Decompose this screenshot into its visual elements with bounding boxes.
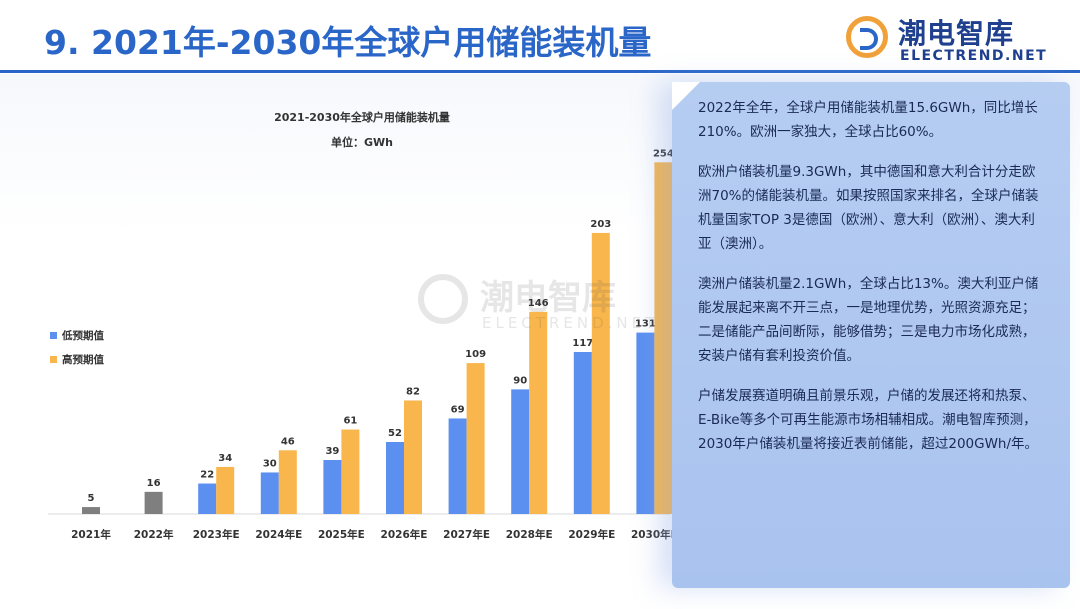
bar-history bbox=[82, 507, 100, 514]
x-tick-label: 2027年E bbox=[443, 528, 490, 541]
x-tick-label: 2022年 bbox=[134, 528, 174, 541]
bar-low bbox=[323, 460, 342, 514]
data-label-high: 34 bbox=[218, 453, 232, 464]
slide-title: 9. 2021年-2030年全球户用储能装机量 bbox=[44, 23, 652, 62]
bar-high bbox=[341, 429, 360, 514]
x-tick-label: 2029年E bbox=[568, 528, 615, 541]
logo-name-cn: 潮电智库 bbox=[898, 17, 1015, 50]
data-label-high: 254 bbox=[653, 148, 672, 159]
bar-low bbox=[386, 442, 404, 514]
data-label-high: 61 bbox=[343, 416, 357, 427]
logo-icon bbox=[846, 16, 888, 58]
data-label-history: 5 bbox=[88, 493, 95, 504]
bar-low bbox=[198, 483, 217, 514]
x-tick-label: 2026年E bbox=[381, 528, 428, 541]
chart-title: 2021-2030年全球户用储能装机量 bbox=[274, 110, 450, 124]
x-tick-label: 2024年E bbox=[255, 528, 302, 541]
data-label-low: 30 bbox=[263, 458, 277, 469]
data-label-low: 22 bbox=[200, 470, 214, 481]
legend-swatch-low bbox=[50, 332, 57, 339]
x-tick-label: 2030年E bbox=[631, 528, 672, 541]
data-label-history: 16 bbox=[147, 478, 161, 489]
brand-logo: 潮电智库 ELECTREND.NET bbox=[846, 12, 1076, 68]
data-label-low: 117 bbox=[572, 338, 593, 349]
bar-high bbox=[591, 232, 610, 514]
data-label-high: 146 bbox=[528, 298, 549, 309]
legend-label-low: 低预期值 bbox=[61, 329, 104, 342]
x-tick-label: 2025年E bbox=[318, 528, 365, 541]
x-tick-label: 2023年E bbox=[193, 528, 240, 541]
bar-low bbox=[636, 332, 655, 514]
bar-low bbox=[573, 352, 592, 514]
data-label-low: 131 bbox=[635, 319, 656, 330]
bar-high bbox=[654, 162, 672, 515]
legend-swatch-high bbox=[50, 356, 57, 363]
data-label-high: 203 bbox=[590, 219, 611, 230]
chart-subtitle: 单位：GWh bbox=[331, 135, 393, 149]
bar-high bbox=[466, 363, 485, 514]
x-tick-label: 2028年E bbox=[506, 528, 553, 541]
panel-corner-cut bbox=[672, 82, 700, 110]
data-label-high: 82 bbox=[406, 386, 420, 397]
bar-high bbox=[529, 311, 548, 514]
bar-high bbox=[404, 400, 422, 514]
data-label-high: 46 bbox=[281, 436, 295, 447]
bar-high bbox=[278, 450, 297, 514]
title-divider bbox=[0, 70, 1080, 73]
panel-paragraph-4: 户储发展赛道明确且前景乐观，户储的发展还将和热泵、E-Bike等多个可再生能源市… bbox=[698, 388, 1039, 452]
bar-history bbox=[144, 491, 163, 514]
data-label-low: 90 bbox=[513, 375, 527, 386]
title-bar: 9. 2021年-2030年全球户用储能装机量 潮电智库 ELECTREND.N… bbox=[0, 0, 1080, 74]
bar-high bbox=[216, 466, 235, 514]
x-tick-label: 2021年 bbox=[71, 528, 111, 541]
data-label-low: 39 bbox=[325, 446, 339, 457]
panel-paragraph-2: 欧洲户储装机量9.3GWh，其中德国和意大利合计分走欧洲70%的储能装机量。如果… bbox=[698, 164, 1039, 252]
panel-paragraph-3: 澳洲户储装机量2.1GWh，全球占比13%。澳大利亚户储能发展起来离不开三点，一… bbox=[698, 276, 1039, 364]
data-label-high: 109 bbox=[465, 349, 486, 360]
bar-low bbox=[511, 389, 530, 514]
legend-label-high: 高预期值 bbox=[62, 353, 104, 366]
bar-low bbox=[260, 472, 279, 514]
data-label-low: 69 bbox=[451, 404, 465, 415]
analysis-panel: 2022年全年，全球户用储能装机量15.6GWh，同比增长210%。欧洲一家独大… bbox=[672, 82, 1070, 588]
logo-name-en: ELECTREND.NET bbox=[900, 48, 1048, 64]
data-label-low: 52 bbox=[388, 428, 402, 439]
bar-low bbox=[448, 418, 467, 514]
panel-paragraph-1: 2022年全年，全球户用储能装机量15.6GWh，同比增长210%。欧洲一家独大… bbox=[698, 100, 1038, 140]
